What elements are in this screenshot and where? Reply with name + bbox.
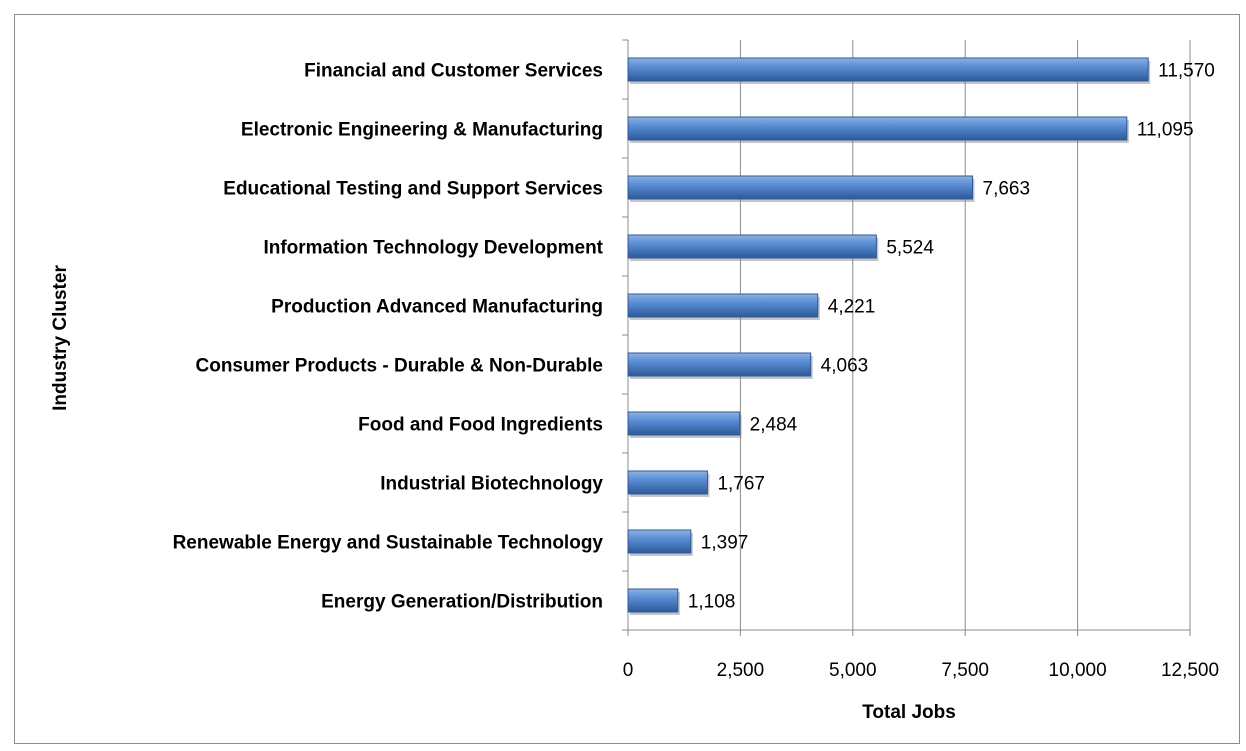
data-label: 1,767 [717,474,765,495]
x-tick-label: 12,500 [1161,660,1219,681]
bar [627,470,708,495]
data-label: 11,095 [1137,120,1194,141]
category-label: Consumer Products - Durable & Non-Durabl… [196,356,604,377]
x-tick-label: 10,000 [1049,660,1107,681]
bar [627,529,692,554]
y-axis-title: Industry Cluster [50,265,71,411]
bar [627,411,741,436]
category-label: Production Advanced Manufacturing [271,297,603,318]
data-label: 7,663 [983,179,1031,200]
data-label: 5,524 [886,238,934,259]
x-tick-label: 0 [623,660,634,681]
category-label: Renewable Energy and Sustainable Technol… [173,533,604,554]
data-label: 2,484 [750,415,798,436]
category-label: Electronic Engineering & Manufacturing [241,120,603,141]
data-label: 1,108 [688,592,736,613]
top-strip [0,0,1246,8]
category-label: Educational Testing and Support Services [223,179,603,200]
data-label: 1,397 [701,533,749,554]
bar [627,588,679,613]
category-label: Energy Generation/Distribution [321,592,603,613]
x-tick-label: 7,500 [941,660,989,681]
x-tick-label: 2,500 [717,660,765,681]
data-label: 4,221 [828,297,876,318]
bar [627,175,974,200]
bar [627,352,812,377]
labels: 0 2,500 5,000 7,500 10,000 12,500 Financial an… [173,61,1219,682]
x-axis-title: Total Jobs [862,702,956,723]
x-tick-label: 5,000 [829,660,877,681]
category-label: Food and Food Ingredients [358,415,603,436]
bars [627,57,1151,615]
category-label: Industrial Biotechnology [380,474,603,495]
data-label: 4,063 [821,356,869,377]
bar [627,116,1128,141]
category-label: Financial and Customer Services [304,61,603,82]
bar [627,293,819,318]
bar [627,234,877,259]
data-label: 11,570 [1158,61,1215,82]
category-label: Information Technology Development [263,238,603,259]
bar [627,57,1149,82]
